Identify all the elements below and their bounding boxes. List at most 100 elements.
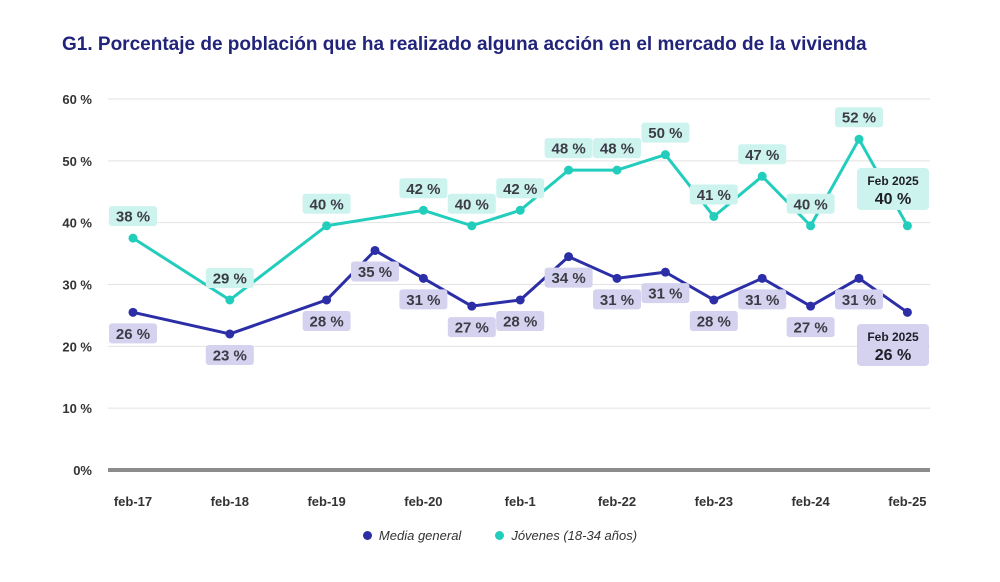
data-label-text: 48 % (600, 141, 634, 158)
data-point (225, 329, 235, 339)
data-label-text: 31 % (648, 286, 682, 303)
x-tick-label: feb-1 (505, 494, 536, 509)
data-label-text: 31 % (745, 292, 779, 309)
data-label-text: 27 % (793, 320, 827, 337)
data-label-text: 29 % (213, 270, 247, 287)
data-label-bg (835, 107, 883, 128)
data-point (854, 134, 864, 144)
data-point (515, 295, 525, 305)
data-label-bg (593, 138, 641, 159)
data-label-text: 23 % (213, 347, 247, 364)
data-label-bg (641, 283, 690, 304)
data-label: 40 % (786, 193, 835, 214)
data-point (757, 171, 767, 181)
legend-item-jovenes: Jóvenes (18-34 años) (495, 528, 637, 543)
x-tick-label: feb-18 (211, 494, 249, 509)
data-label-bg (593, 289, 641, 310)
data-label: 31 % (641, 283, 690, 304)
data-label-text: 31 % (406, 292, 440, 309)
grid-lines (108, 98, 930, 472)
data-label-bg (399, 289, 448, 310)
data-label-text: 31 % (842, 292, 876, 309)
legend: Media general Jóvenes (18-34 años) (0, 528, 1000, 543)
data-label-bg (544, 138, 593, 159)
data-label-text: 28 % (697, 313, 731, 330)
data-label: 27 % (447, 317, 496, 338)
data-label-bg (641, 122, 690, 143)
y-tick-label: 50 % (62, 154, 92, 169)
data-label-bg (738, 144, 787, 165)
data-label-text: 34 % (551, 270, 585, 287)
data-point (902, 221, 912, 231)
data-label-text: 35 % (358, 264, 392, 281)
legend-label-media-general: Media general (378, 528, 462, 543)
callout-date: Feb 2025 (867, 174, 919, 188)
data-label: 52 % (835, 107, 883, 128)
series-line-1 (132, 137, 909, 302)
data-point (128, 233, 138, 243)
data-label-bg (205, 344, 254, 365)
data-label-bg (447, 317, 496, 338)
data-point (660, 267, 670, 277)
x-tick-label: feb-22 (598, 494, 636, 509)
y-tick-label: 0% (73, 463, 92, 478)
data-label-text: 40 % (309, 196, 343, 213)
data-label: 27 % (786, 317, 835, 338)
data-label-bg (496, 178, 545, 199)
data-point (612, 165, 622, 175)
data-label-bg (738, 289, 787, 310)
x-tick-label: feb-19 (307, 494, 345, 509)
data-label: 42 % (399, 178, 448, 199)
data-label-text: 47 % (745, 147, 779, 164)
data-point (806, 301, 816, 311)
data-label: 26 % (109, 323, 157, 344)
data-label-bg (835, 289, 883, 310)
data-label-text: 41 % (697, 187, 731, 204)
x-tick-label: feb-25 (888, 494, 926, 509)
data-label-bg (689, 184, 738, 205)
data-label: 38 % (109, 206, 157, 227)
data-point (515, 205, 525, 215)
data-label-text: 28 % (309, 313, 343, 330)
data-label: 28 % (302, 310, 351, 331)
data-point (612, 273, 622, 283)
data-label-bg (786, 193, 835, 214)
data-point (225, 295, 235, 305)
callout-value: 40 % (875, 191, 911, 208)
data-label-bg (786, 317, 835, 338)
data-label: 40 % (447, 193, 496, 214)
data-label-bg (496, 310, 545, 331)
data-label: 29 % (205, 267, 254, 288)
data-point (418, 273, 428, 283)
data-point (854, 273, 864, 283)
data-label: 31 % (593, 289, 641, 310)
data-label-bg (302, 310, 351, 331)
data-point (709, 295, 719, 305)
data-point (806, 221, 816, 231)
data-label: 42 % (496, 178, 545, 199)
y-tick-label: 30 % (62, 278, 92, 293)
data-label: 47 % (738, 144, 787, 165)
legend-marker-media-general (362, 531, 372, 540)
data-label: 41 % (689, 184, 738, 205)
data-label-text: 38 % (116, 209, 150, 226)
data-label: 28 % (689, 310, 738, 331)
data-label-bg (351, 261, 399, 282)
data-label: 31 % (835, 289, 883, 310)
data-label-bg (302, 193, 351, 214)
data-point (128, 307, 138, 317)
data-label: 50 % (641, 122, 690, 143)
data-point (902, 307, 912, 317)
data-label-text: 27 % (455, 320, 489, 337)
data-label-bg (109, 206, 157, 227)
y-tick-label: 20 % (62, 339, 92, 354)
x-tick-label: feb-17 (114, 494, 152, 509)
data-point (757, 273, 767, 283)
data-label-text: 52 % (842, 110, 876, 127)
data-label-bg (544, 267, 593, 288)
data-label: 28 % (496, 310, 545, 331)
data-label: 40 % (302, 193, 351, 214)
data-label-bg (399, 178, 448, 199)
data-label: 48 % (593, 138, 641, 159)
data-label: 34 % (544, 267, 593, 288)
